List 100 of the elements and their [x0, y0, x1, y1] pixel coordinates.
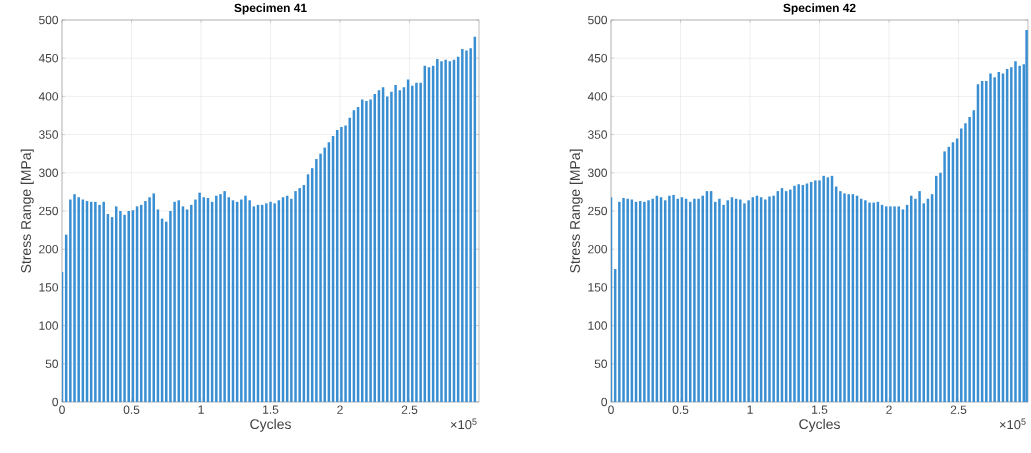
y-tick-label: 200 [39, 244, 59, 254]
bar [444, 59, 447, 402]
bar [1014, 61, 1017, 402]
bar [298, 188, 301, 402]
bar [411, 85, 414, 402]
y-axis-title: Stress Range [MPa] [20, 149, 34, 273]
chart-title: Specimen 41 [234, 3, 307, 15]
bar [198, 192, 201, 402]
y-tick-label: 0 [601, 397, 608, 407]
bar [701, 195, 704, 402]
y-tick-label: 450 [587, 53, 608, 63]
x-tick-label: 2 [886, 405, 892, 414]
bar [797, 184, 800, 402]
bar [119, 210, 122, 402]
bar [768, 196, 771, 402]
bar [1018, 65, 1021, 402]
bar [872, 202, 875, 402]
bar [415, 82, 418, 402]
bar [718, 198, 721, 402]
bar [127, 210, 130, 402]
bar [814, 180, 817, 402]
x-tick-label: 0.5 [123, 405, 140, 414]
bar [148, 197, 151, 402]
bar [73, 194, 76, 402]
bar [215, 195, 218, 402]
bar [918, 191, 921, 402]
bar [340, 126, 343, 402]
bar [772, 195, 775, 402]
bar [935, 175, 938, 402]
x-tick-label: 2.5 [950, 405, 967, 414]
x-tick-label: 2.5 [401, 405, 418, 414]
y-tick-label: 150 [588, 283, 608, 292]
bar [436, 58, 439, 402]
y-tick-label: 100 [39, 321, 59, 330]
y-tick-label: 0 [52, 397, 59, 407]
bar [839, 191, 842, 402]
bar [822, 175, 825, 402]
bar [219, 194, 222, 402]
bar [244, 195, 247, 402]
y-tick-label: 300 [39, 168, 59, 178]
bar [943, 151, 946, 402]
bar [910, 195, 913, 402]
bar [897, 206, 900, 402]
bar [265, 203, 268, 402]
bar [269, 201, 272, 402]
bar [651, 198, 654, 402]
y-tick-label: 450 [38, 53, 59, 63]
x-tick-label: 1 [747, 405, 753, 414]
bar [643, 201, 646, 402]
bar [419, 82, 422, 402]
bar [77, 197, 80, 402]
bar [223, 191, 226, 402]
bar [1025, 29, 1028, 402]
bar [747, 200, 750, 402]
x-axis-title: Cycles [799, 418, 840, 432]
bar [626, 198, 629, 402]
bar [764, 199, 767, 402]
bar [889, 206, 892, 402]
bar [739, 199, 742, 402]
bar [818, 180, 821, 402]
bar [843, 193, 846, 402]
y-tick-label: 50 [45, 359, 59, 369]
y-tick-label: 350 [588, 130, 608, 139]
bar [323, 147, 326, 402]
bar [989, 73, 992, 402]
bar [847, 194, 850, 402]
y-tick-label: 200 [588, 244, 608, 254]
x-tick-label: 0 [59, 405, 65, 414]
bar [469, 48, 472, 402]
bar [868, 202, 871, 402]
y-tick-label: 400 [587, 92, 608, 101]
bar [144, 201, 147, 402]
bar [440, 61, 443, 402]
y-tick-label: 500 [39, 15, 59, 25]
bar [152, 193, 155, 402]
x-tick-label: 1.5 [263, 405, 279, 414]
x-tick-label: 0 [608, 405, 614, 414]
y-tick-label: 100 [588, 321, 608, 330]
chart-title: Specimen 42 [783, 3, 856, 15]
x-axis-title: Cycles [250, 418, 291, 432]
x-tick-label: 1 [198, 405, 204, 414]
bar [173, 201, 176, 402]
bar [348, 117, 351, 402]
bar [789, 189, 792, 402]
bar [672, 194, 675, 402]
bar [676, 198, 679, 402]
text: ×10$^{5}$ [999, 418, 1026, 430]
bar [622, 198, 625, 402]
bar [386, 96, 389, 402]
y-tick-label: 350 [39, 130, 59, 139]
bar [864, 200, 867, 402]
bar [714, 201, 717, 402]
y-axis-title: Stress Range [MPa] [569, 149, 583, 273]
x-tick-label: 0.5 [672, 405, 689, 414]
bar [394, 84, 397, 402]
x-tick-label: 1.5 [812, 405, 828, 414]
bar [743, 203, 746, 402]
bar [668, 195, 671, 402]
bar [993, 77, 996, 402]
y-tick-label: 250 [39, 206, 59, 216]
